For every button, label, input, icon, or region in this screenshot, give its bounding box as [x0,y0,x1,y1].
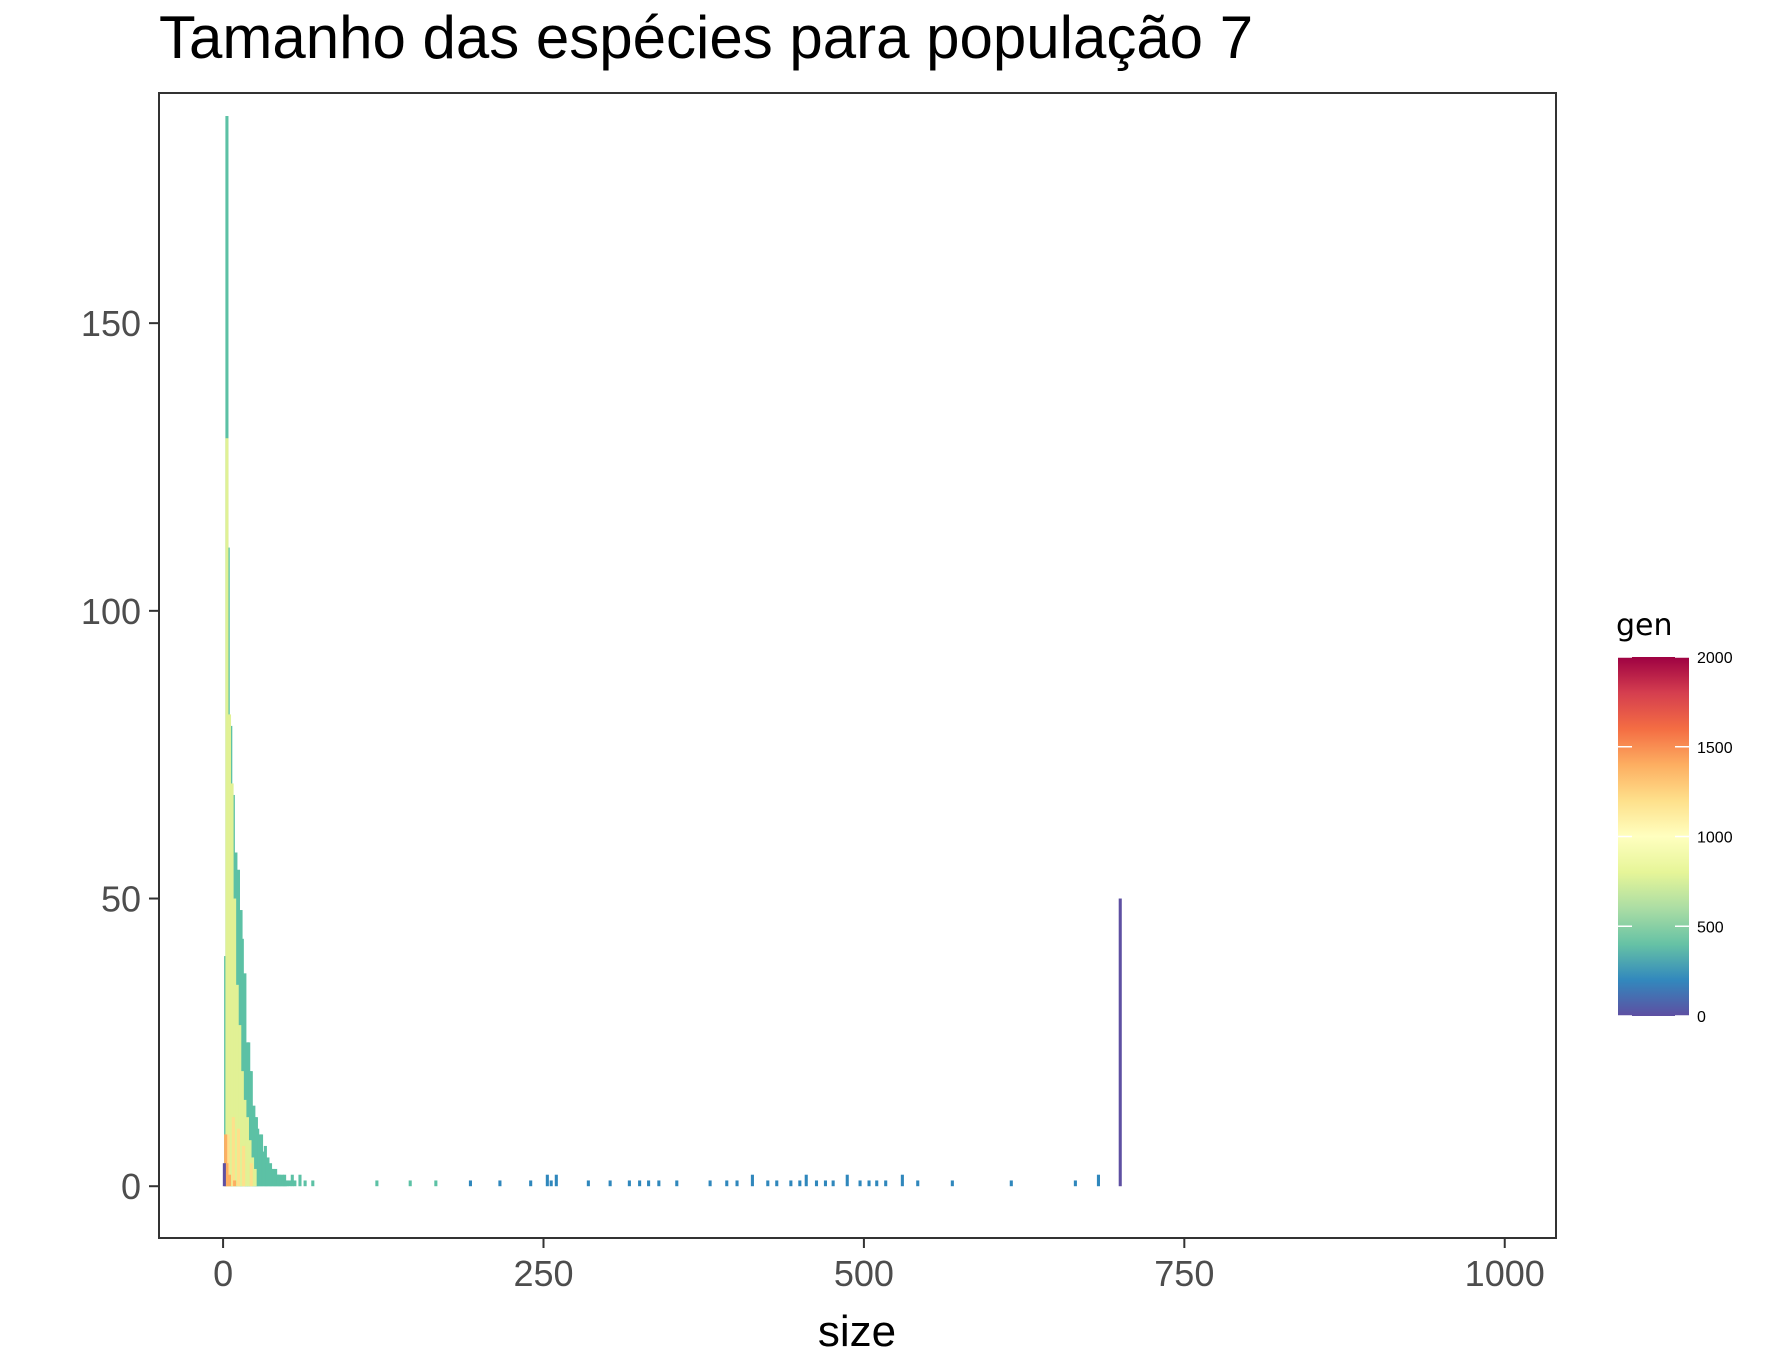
x-tick-label: 500 [834,1253,894,1294]
bar [900,1174,904,1187]
y-tick-label: 50 [101,879,141,920]
bar [242,1145,246,1187]
bar [233,898,237,1187]
legend-tick-label: 0 [1697,1009,1706,1026]
bar [375,1180,379,1187]
bar [884,1180,888,1187]
legend: gen 0 500 1000 1500 2000 [1616,608,1733,1026]
bar [1118,898,1122,1187]
y-axis: 0 50 100 150 [81,303,159,1207]
bar [657,1180,661,1187]
legend-tick-label: 1000 [1697,830,1733,847]
bar [708,1180,712,1187]
bar [735,1180,739,1187]
y-tick-label: 100 [81,591,141,632]
bar [224,1134,228,1187]
bar [311,1180,315,1187]
x-axis-label: size [818,1307,896,1356]
bar [238,1025,242,1187]
bar [290,1174,294,1187]
bar [253,1168,257,1187]
bar [468,1180,472,1187]
bars-layer [222,116,1122,1187]
bar [303,1180,307,1187]
bar [867,1180,871,1187]
bar [243,1099,247,1187]
bar [766,1180,770,1187]
bar [529,1180,533,1187]
x-tick-label: 0 [213,1253,233,1294]
bar [225,438,229,1187]
bar [916,1180,920,1187]
bar [647,1180,651,1187]
bar [554,1174,558,1187]
legend-tick-label: 1500 [1697,740,1733,757]
bar [227,714,232,1187]
bar [227,1174,232,1187]
chart-title: Tamanho das espécies para população 7 [159,4,1253,71]
legend-title: gen [1616,608,1673,643]
legend-ticks: 0 500 1000 1500 2000 [1618,650,1733,1026]
plot-panel [158,92,1557,1239]
y-tick-label: 0 [121,1166,141,1207]
bar [288,1180,292,1187]
x-tick-label: 750 [1154,1253,1214,1294]
bar [245,1117,249,1187]
bar [1096,1174,1100,1187]
bar [298,1174,302,1187]
bar [233,1180,237,1187]
bar [638,1180,642,1187]
x-tick-label: 250 [513,1253,573,1294]
bar [875,1180,879,1187]
bar [231,1117,235,1187]
bar [249,1163,253,1187]
bar [236,1128,240,1187]
bar [775,1180,779,1187]
bar [434,1180,438,1187]
bar [858,1180,862,1187]
bar [608,1180,612,1187]
legend-tick-label: 500 [1697,919,1724,936]
bar [545,1174,549,1187]
bar [804,1174,808,1187]
bar [225,1163,229,1187]
x-tick-label: 1000 [1465,1253,1545,1294]
bar [222,1163,226,1187]
bar [498,1180,502,1187]
bar [814,1180,819,1187]
bar [831,1180,835,1187]
bar [725,1180,729,1187]
bar [750,1174,754,1187]
bar [549,1180,553,1187]
bar [823,1180,827,1187]
legend-tick-label: 2000 [1697,650,1733,667]
bar [845,1174,849,1187]
bar [293,1180,297,1187]
bar [789,1180,793,1187]
bar [285,1180,289,1187]
bar [950,1180,954,1187]
bar [586,1180,590,1187]
bar [235,984,239,1187]
bar [226,1134,230,1187]
bar [675,1180,679,1187]
bar [798,1180,802,1187]
x-axis: 0 250 500 750 1000 [213,1238,1545,1294]
y-tick-label: 150 [81,303,141,344]
bar [230,783,234,1187]
bar [627,1180,631,1187]
bar [240,1071,244,1187]
bar [1009,1180,1013,1187]
bar [1073,1180,1077,1187]
bar [408,1180,412,1187]
